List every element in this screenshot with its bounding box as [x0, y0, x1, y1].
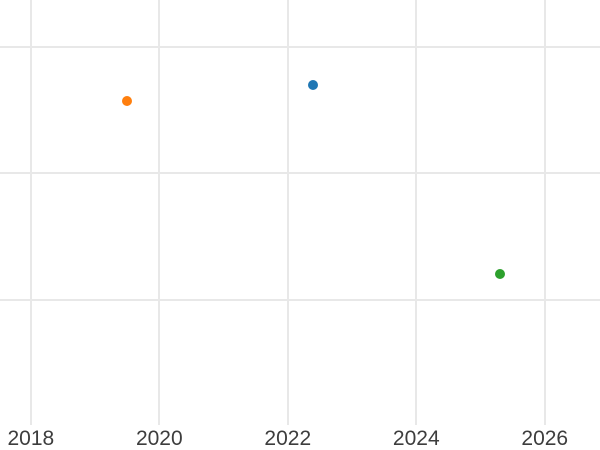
x-tick-label: 2026: [521, 427, 569, 450]
gridline-vertical: [543, 0, 546, 425]
gridline-horizontal: [0, 172, 600, 175]
x-tick-label: 2018: [7, 427, 55, 450]
data-point-blue-series: [308, 79, 319, 90]
x-tick-label: 2024: [392, 427, 440, 450]
gridline-horizontal: [0, 45, 600, 48]
data-point-green-series: [494, 269, 505, 280]
gridline-horizontal: [0, 298, 600, 301]
gridline-vertical: [158, 0, 161, 425]
gridline-vertical: [29, 0, 32, 425]
data-point-orange-series: [122, 96, 133, 107]
x-tick-label: 2020: [135, 427, 183, 450]
gridline-vertical: [286, 0, 289, 425]
x-tick-label: 2022: [264, 427, 312, 450]
gridline-vertical: [415, 0, 418, 425]
